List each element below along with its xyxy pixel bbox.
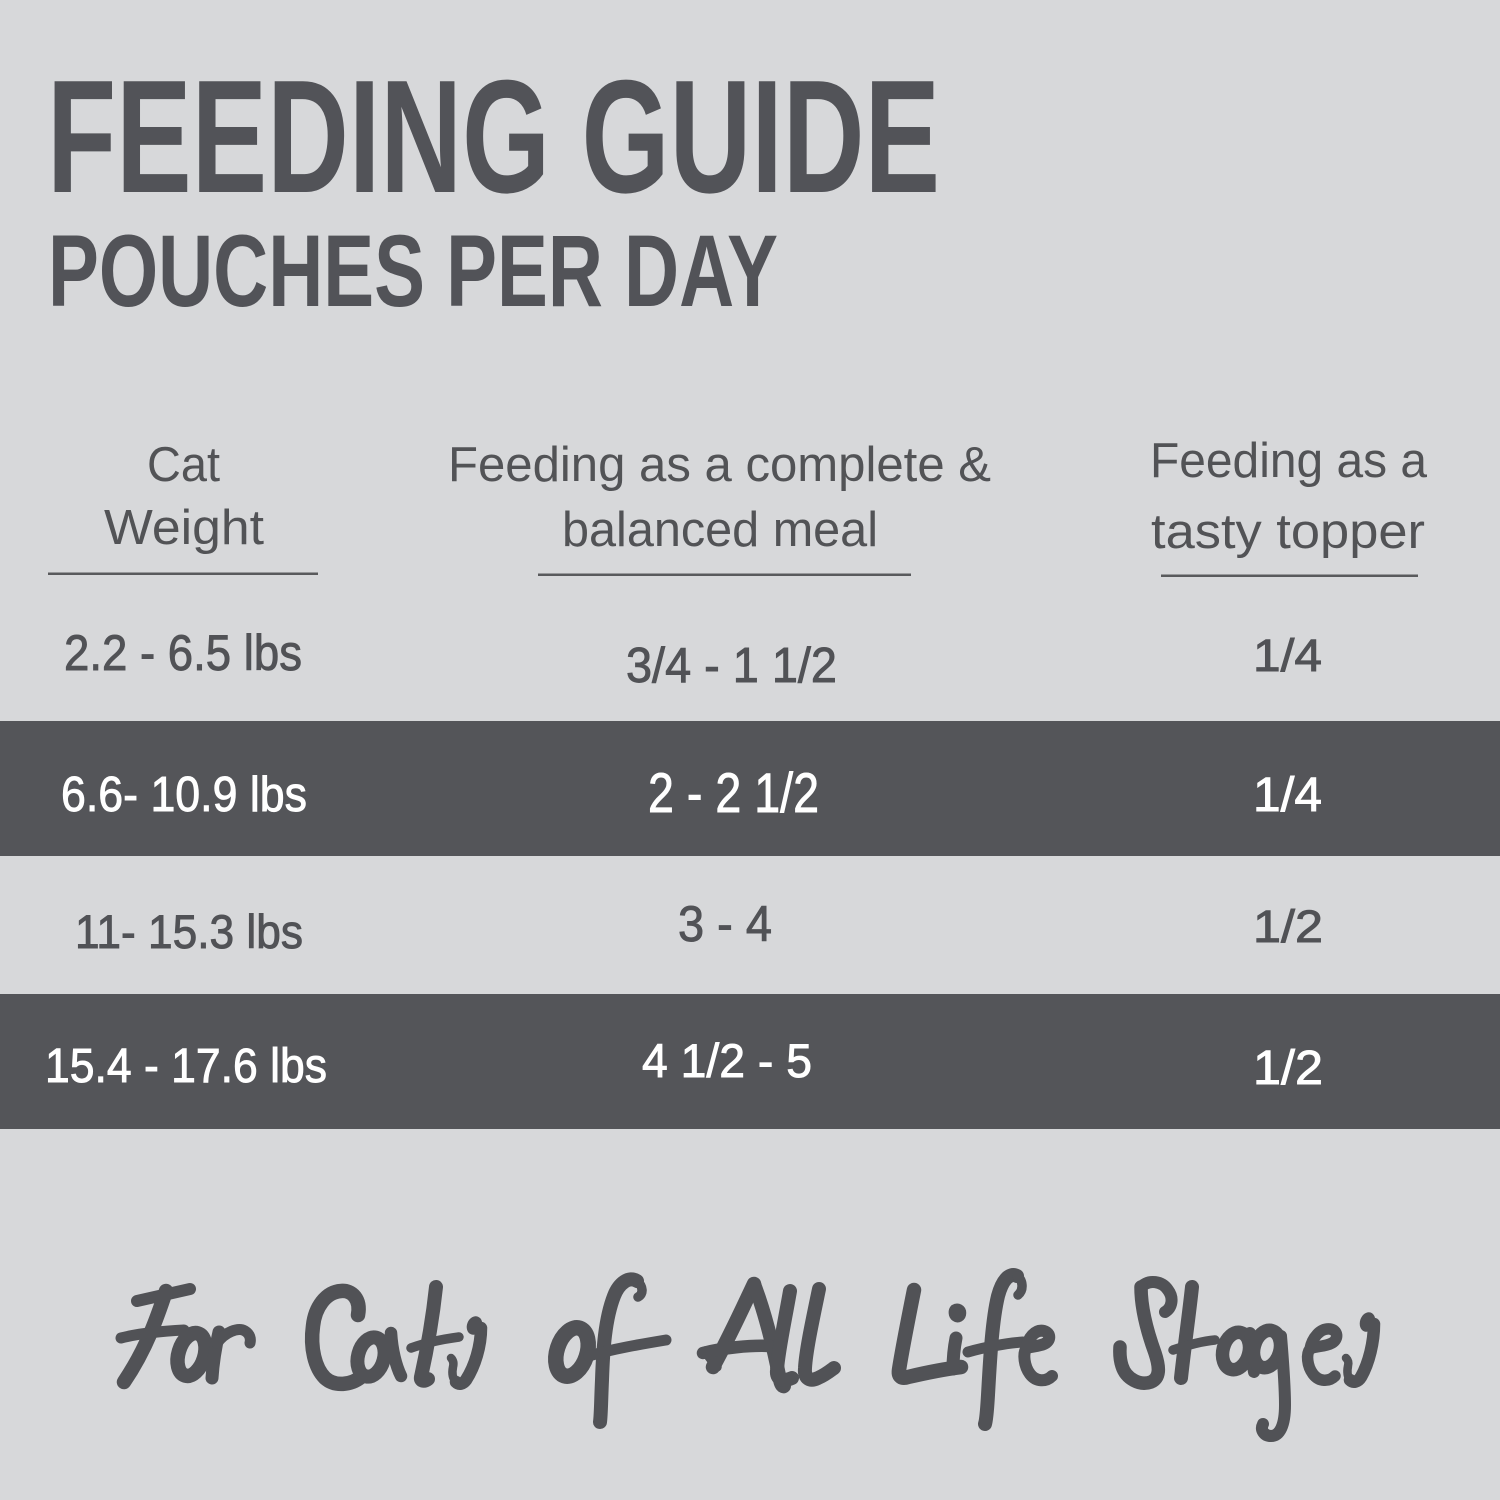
svg-text:11- 15.3 lbs: 11- 15.3 lbs (75, 905, 303, 958)
svg-text:1/4: 1/4 (1253, 769, 1322, 822)
svg-text:balanced meal: balanced meal (562, 503, 878, 557)
svg-text:Feeding as a: Feeding as a (1150, 434, 1428, 488)
svg-text:POUCHES PER DAY: POUCHES PER DAY (48, 214, 778, 328)
svg-text:6.6- 10.9 lbs: 6.6- 10.9 lbs (61, 767, 307, 822)
svg-text:Feeding as a complete &: Feeding as a complete & (448, 438, 991, 492)
svg-text:Weight: Weight (104, 501, 264, 555)
svg-text:Cat: Cat (147, 438, 220, 492)
svg-text:3 - 4: 3 - 4 (678, 896, 772, 952)
svg-text:1/2: 1/2 (1253, 901, 1323, 952)
svg-text:15.4 - 17.6 lbs: 15.4 - 17.6 lbs (45, 1040, 327, 1093)
svg-text:3/4 - 1 1/2: 3/4 - 1 1/2 (626, 638, 837, 693)
svg-text:2.2 - 6.5 lbs: 2.2 - 6.5 lbs (64, 625, 302, 681)
svg-text:4 1/2 - 5: 4 1/2 - 5 (642, 1035, 812, 1088)
svg-text:FEEDING GUIDE: FEEDING GUIDE (47, 47, 940, 227)
svg-text:1/2: 1/2 (1253, 1042, 1323, 1095)
svg-text:1/4: 1/4 (1253, 630, 1322, 681)
svg-text:tasty topper: tasty topper (1151, 505, 1425, 559)
svg-text:2 - 2 1/2: 2 - 2 1/2 (648, 761, 819, 824)
